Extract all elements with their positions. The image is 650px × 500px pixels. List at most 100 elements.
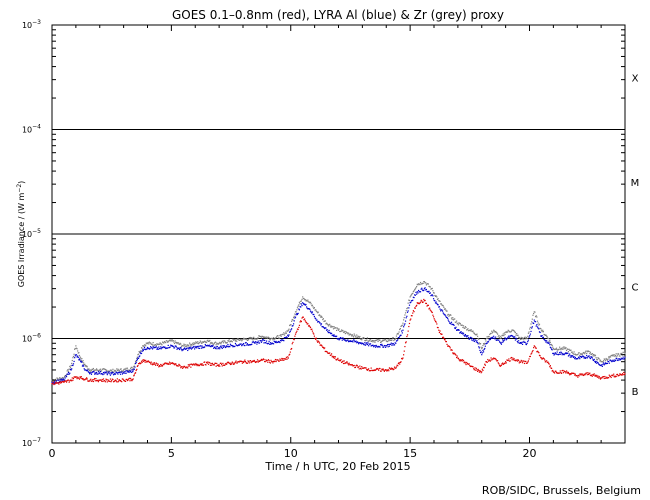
- data-dot: [460, 331, 462, 333]
- data-dot: [428, 290, 430, 292]
- data-dot: [399, 363, 401, 365]
- data-dot: [296, 313, 299, 316]
- data-dot: [112, 381, 115, 383]
- data-dot: [342, 362, 345, 365]
- data-dot: [360, 368, 362, 370]
- data-dot: [74, 355, 76, 357]
- data-dot: [325, 350, 327, 353]
- data-dot: [304, 304, 306, 306]
- data-point: [158, 348, 161, 350]
- data-dot: [104, 380, 106, 382]
- data-dot: [283, 334, 286, 336]
- data-dot: [582, 374, 584, 376]
- data-dot: [609, 375, 612, 377]
- data-dot: [394, 367, 396, 369]
- data-dot: [361, 366, 363, 368]
- data-dot: [153, 362, 156, 364]
- data-point: [481, 348, 483, 350]
- data-dot: [377, 368, 379, 370]
- data-dot: [444, 314, 446, 316]
- data-dot: [197, 364, 199, 366]
- data-dot: [459, 322, 461, 324]
- x-tick-label: 5: [168, 447, 175, 460]
- data-dot: [148, 348, 150, 350]
- data-dot: [420, 283, 422, 285]
- data-dot: [586, 351, 588, 353]
- data-dot: [390, 342, 392, 344]
- data-dot: [306, 300, 308, 302]
- data-dot: [57, 382, 59, 384]
- data-dot: [151, 343, 153, 345]
- data-dot: [385, 369, 387, 371]
- data-dot: [217, 343, 220, 345]
- data-dot: [541, 335, 543, 337]
- data-dot: [98, 372, 100, 375]
- data-dot: [152, 341, 154, 344]
- data-dot: [581, 356, 583, 359]
- data-point: [476, 333, 478, 335]
- data-dot: [496, 339, 499, 341]
- data-point: [132, 367, 134, 369]
- data-dot: [153, 344, 155, 346]
- data-dot: [401, 324, 403, 326]
- data-dot: [102, 373, 104, 376]
- data-dot: [408, 299, 411, 302]
- data-dot: [297, 328, 299, 331]
- data-dot: [487, 358, 489, 361]
- data-dot: [107, 379, 109, 381]
- data-dot: [531, 327, 533, 329]
- data-dot: [185, 366, 188, 368]
- data-dot: [596, 361, 598, 363]
- data-dot: [443, 306, 445, 308]
- data-dot: [513, 358, 515, 360]
- data-dot: [139, 355, 141, 357]
- data-dot: [104, 368, 106, 370]
- data-dot: [364, 367, 367, 369]
- data-dot: [226, 345, 228, 347]
- data-dot: [64, 380, 66, 382]
- data-dot: [432, 316, 435, 318]
- data-point: [552, 348, 554, 350]
- data-dot: [518, 336, 520, 339]
- data-dot: [483, 343, 485, 346]
- data-dot: [231, 363, 233, 365]
- data-dot: [559, 346, 561, 348]
- data-dot: [614, 359, 616, 361]
- data-dot: [69, 367, 72, 369]
- data-point: [142, 349, 144, 351]
- data-dot: [73, 360, 75, 363]
- data-point: [271, 361, 273, 363]
- data-dot: [590, 353, 592, 355]
- data-dot: [243, 337, 245, 340]
- data-point: [457, 329, 459, 331]
- data-dot: [489, 338, 492, 341]
- data-dot: [392, 369, 394, 371]
- data-dot: [442, 305, 444, 307]
- data-dot: [362, 342, 364, 345]
- data-dot: [368, 340, 370, 342]
- data-dot: [545, 341, 547, 343]
- data-dot: [336, 329, 338, 332]
- data-dot: [511, 329, 513, 331]
- data-dot: [72, 355, 75, 358]
- data-dot: [433, 318, 435, 320]
- data-dot: [292, 323, 295, 325]
- data-dot: [554, 370, 556, 372]
- data-dot: [324, 320, 326, 322]
- data-dot: [371, 369, 373, 371]
- data-dot: [512, 336, 515, 338]
- data-dot: [509, 335, 511, 337]
- data-dot: [285, 336, 288, 338]
- data-dot: [115, 371, 117, 373]
- data-dot: [69, 368, 72, 371]
- data-dot: [200, 345, 202, 347]
- data-dot: [282, 333, 284, 336]
- data-dot: [399, 334, 401, 336]
- data-dot: [214, 341, 217, 343]
- data-dot: [507, 329, 509, 331]
- data-dot: [343, 331, 345, 334]
- data-dot: [344, 339, 346, 341]
- data-dot: [448, 345, 450, 347]
- data-dot: [199, 345, 201, 347]
- data-dot: [197, 363, 199, 366]
